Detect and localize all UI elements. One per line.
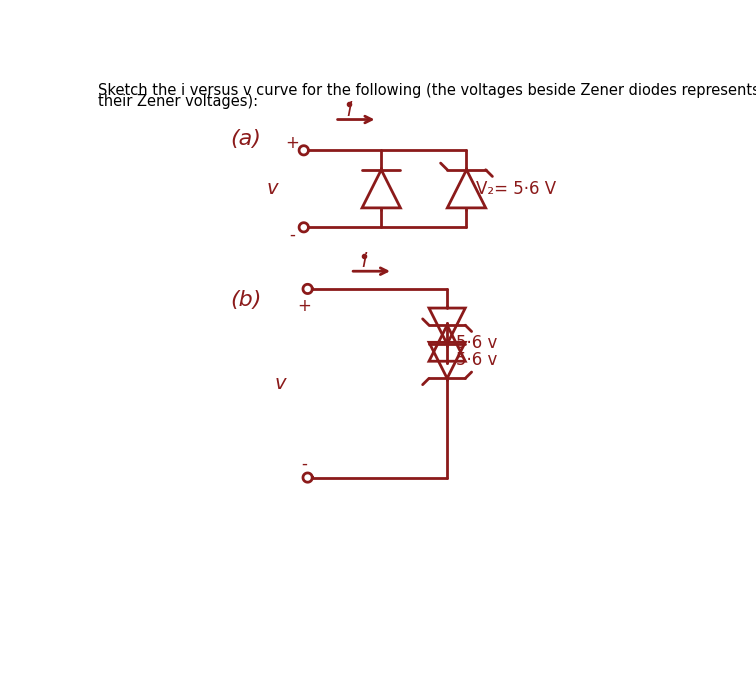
Text: 5·6 v: 5·6 v — [457, 352, 497, 369]
Text: -: - — [290, 226, 295, 244]
Text: +: + — [285, 133, 299, 151]
Text: +: + — [297, 297, 311, 315]
Text: -: - — [301, 455, 307, 473]
Text: v: v — [267, 180, 278, 198]
Text: v: v — [274, 374, 287, 393]
Text: i: i — [346, 100, 352, 120]
Text: i: i — [361, 252, 367, 272]
Text: V₂= 5·6 V: V₂= 5·6 V — [476, 180, 556, 198]
Text: their Zener voltages):: their Zener voltages): — [98, 94, 259, 109]
Text: (a): (a) — [230, 129, 261, 149]
Text: (b): (b) — [230, 290, 262, 310]
Text: 5·6 v: 5·6 v — [457, 334, 497, 352]
Text: Sketch the i versus v curve for the following (the voltages beside Zener diodes : Sketch the i versus v curve for the foll… — [98, 83, 756, 98]
